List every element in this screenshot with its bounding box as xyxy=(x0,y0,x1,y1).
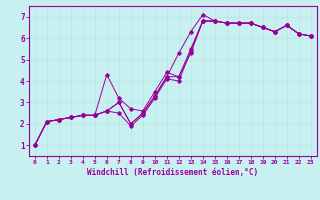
X-axis label: Windchill (Refroidissement éolien,°C): Windchill (Refroidissement éolien,°C) xyxy=(87,168,258,177)
